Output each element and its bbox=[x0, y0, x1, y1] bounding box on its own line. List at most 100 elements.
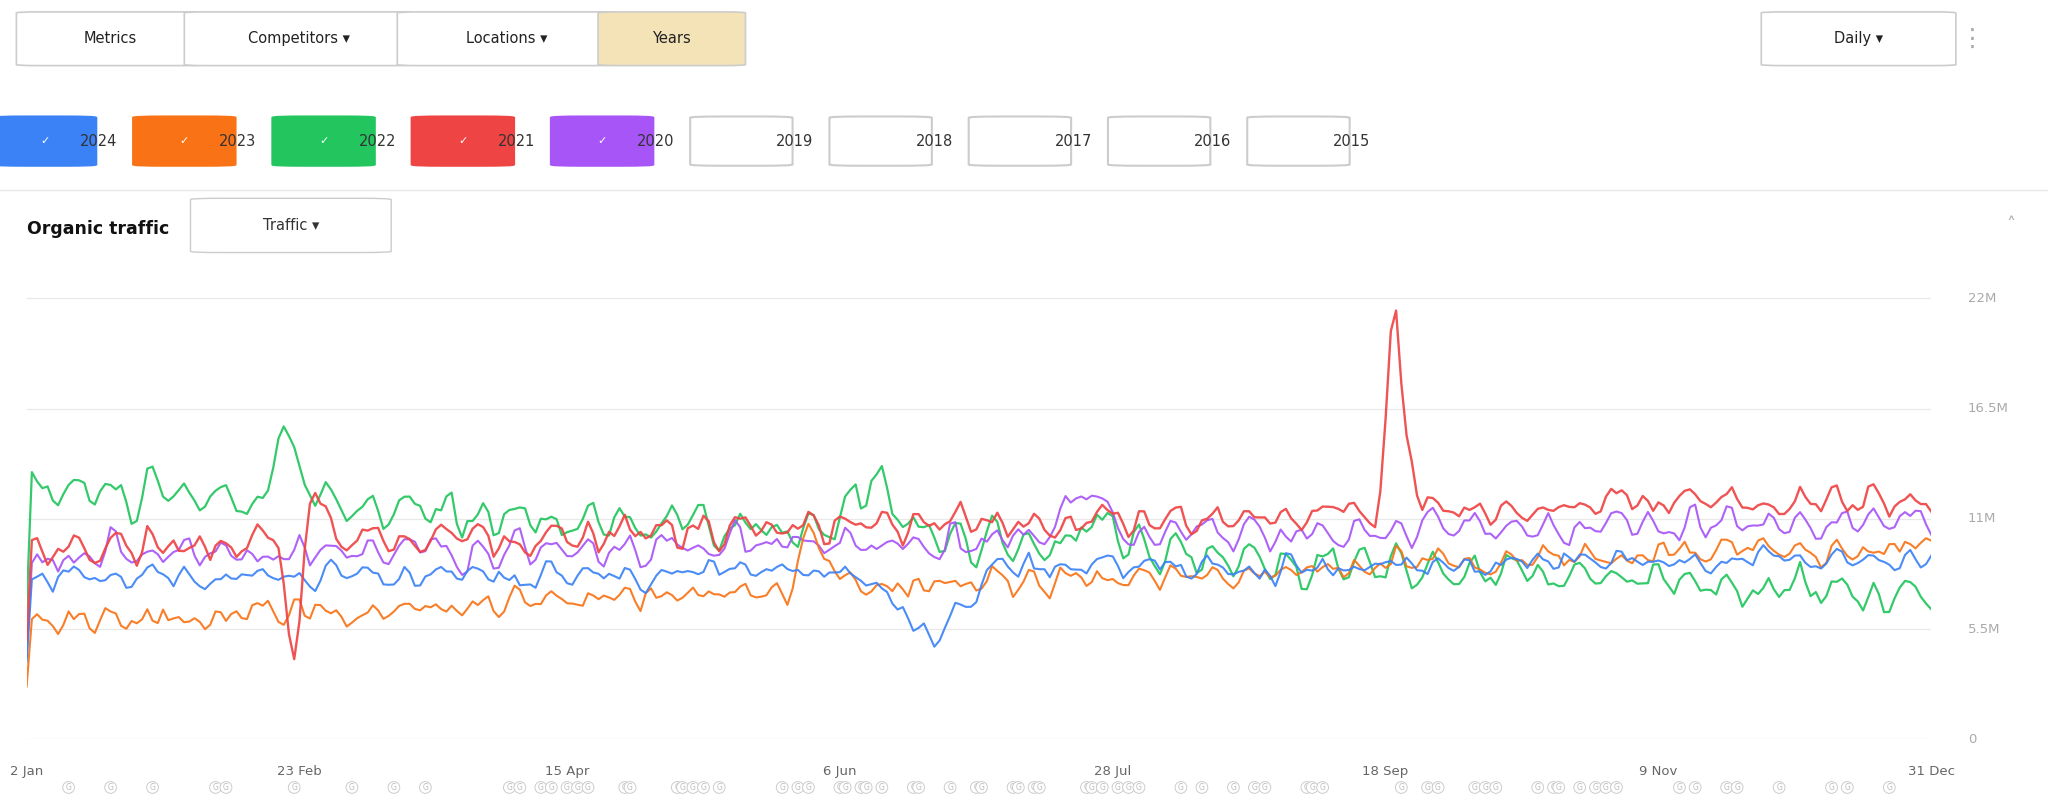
Text: ✓: ✓ bbox=[598, 136, 606, 146]
Text: G: G bbox=[506, 783, 512, 792]
FancyBboxPatch shape bbox=[690, 117, 793, 165]
Text: 2022: 2022 bbox=[358, 134, 395, 149]
FancyBboxPatch shape bbox=[184, 12, 414, 66]
Text: G: G bbox=[1114, 783, 1120, 792]
Text: 22M: 22M bbox=[1968, 292, 1997, 304]
Text: 2016: 2016 bbox=[1194, 134, 1231, 149]
Text: G: G bbox=[1030, 783, 1036, 792]
Text: G: G bbox=[1137, 783, 1143, 792]
Text: G: G bbox=[1614, 783, 1620, 792]
Text: 2017: 2017 bbox=[1055, 134, 1092, 149]
FancyBboxPatch shape bbox=[1247, 117, 1350, 165]
Text: G: G bbox=[422, 783, 428, 792]
Text: ✓: ✓ bbox=[459, 136, 467, 146]
Text: G: G bbox=[291, 783, 297, 792]
Text: 11M: 11M bbox=[1968, 512, 1997, 525]
Text: G: G bbox=[549, 783, 555, 792]
Text: G: G bbox=[1692, 783, 1698, 792]
Text: G: G bbox=[1010, 783, 1016, 792]
Text: ˄: ˄ bbox=[2007, 216, 2015, 235]
Text: G: G bbox=[1845, 783, 1849, 792]
Text: G: G bbox=[674, 783, 680, 792]
Text: G: G bbox=[795, 783, 801, 792]
Text: G: G bbox=[862, 783, 868, 792]
Text: G: G bbox=[1262, 783, 1268, 792]
Text: G: G bbox=[150, 783, 156, 792]
FancyBboxPatch shape bbox=[397, 12, 616, 66]
Text: G: G bbox=[539, 783, 545, 792]
Text: ✓: ✓ bbox=[319, 136, 328, 146]
Text: 18 Sep: 18 Sep bbox=[1362, 766, 1409, 778]
Text: G: G bbox=[1735, 783, 1741, 792]
Text: G: G bbox=[223, 783, 229, 792]
FancyBboxPatch shape bbox=[969, 117, 1071, 165]
Text: G: G bbox=[911, 783, 915, 792]
Text: ✓: ✓ bbox=[180, 136, 188, 146]
Text: G: G bbox=[700, 783, 707, 792]
Text: G: G bbox=[516, 783, 522, 792]
Text: Daily ▾: Daily ▾ bbox=[1835, 31, 1882, 46]
Text: G: G bbox=[838, 783, 844, 792]
Text: G: G bbox=[575, 783, 580, 792]
Text: G: G bbox=[1251, 783, 1257, 792]
Text: G: G bbox=[842, 783, 848, 792]
Text: 2 Jan: 2 Jan bbox=[10, 766, 43, 778]
Text: G: G bbox=[1604, 783, 1610, 792]
Text: G: G bbox=[1319, 783, 1325, 792]
Text: G: G bbox=[623, 783, 629, 792]
Text: G: G bbox=[1083, 783, 1090, 792]
FancyBboxPatch shape bbox=[133, 117, 236, 165]
Text: G: G bbox=[109, 783, 113, 792]
Text: G: G bbox=[979, 783, 985, 792]
Text: 6 Jun: 6 Jun bbox=[823, 766, 856, 778]
Text: G: G bbox=[680, 783, 686, 792]
Text: G: G bbox=[1483, 783, 1489, 792]
Text: G: G bbox=[213, 783, 219, 792]
Text: G: G bbox=[1198, 783, 1204, 792]
Text: G: G bbox=[1829, 783, 1835, 792]
Text: Years: Years bbox=[653, 31, 690, 46]
Text: G: G bbox=[1016, 783, 1022, 792]
Text: ✓: ✓ bbox=[41, 136, 49, 146]
Text: 23 Feb: 23 Feb bbox=[276, 766, 322, 778]
Text: G: G bbox=[879, 783, 885, 792]
Text: 2023: 2023 bbox=[219, 134, 256, 149]
Text: G: G bbox=[1309, 783, 1315, 792]
Text: G: G bbox=[1534, 783, 1540, 792]
Text: Locations ▾: Locations ▾ bbox=[467, 31, 547, 46]
Text: 16.5M: 16.5M bbox=[1968, 402, 2009, 415]
Text: G: G bbox=[805, 783, 811, 792]
Text: G: G bbox=[391, 783, 397, 792]
Text: 2018: 2018 bbox=[915, 134, 952, 149]
Text: Organic traffic: Organic traffic bbox=[27, 219, 168, 238]
Text: G: G bbox=[915, 783, 922, 792]
Text: 2024: 2024 bbox=[80, 134, 117, 149]
Text: G: G bbox=[1436, 783, 1442, 792]
Text: G: G bbox=[717, 783, 723, 792]
Text: Traffic ▾: Traffic ▾ bbox=[262, 218, 319, 233]
Text: 28 Jul: 28 Jul bbox=[1094, 766, 1130, 778]
Text: G: G bbox=[1473, 783, 1479, 792]
FancyBboxPatch shape bbox=[598, 12, 745, 66]
Text: G: G bbox=[563, 783, 569, 792]
Text: G: G bbox=[1724, 783, 1731, 792]
Text: G: G bbox=[778, 783, 784, 792]
Text: G: G bbox=[1100, 783, 1106, 792]
Text: G: G bbox=[690, 783, 696, 792]
Text: 9 Nov: 9 Nov bbox=[1638, 766, 1677, 778]
Text: G: G bbox=[1776, 783, 1782, 792]
Text: ⋮: ⋮ bbox=[1960, 27, 1985, 51]
Text: Metrics: Metrics bbox=[84, 31, 137, 46]
Text: 31 Dec: 31 Dec bbox=[1909, 766, 1954, 778]
Text: G: G bbox=[1493, 783, 1499, 792]
Text: 2015: 2015 bbox=[1333, 134, 1370, 149]
Text: G: G bbox=[1126, 783, 1130, 792]
Text: G: G bbox=[1677, 783, 1681, 792]
Text: Competitors ▾: Competitors ▾ bbox=[248, 31, 350, 46]
Text: G: G bbox=[1090, 783, 1096, 792]
Text: G: G bbox=[1231, 783, 1237, 792]
Text: G: G bbox=[627, 783, 633, 792]
FancyBboxPatch shape bbox=[272, 117, 375, 165]
FancyBboxPatch shape bbox=[829, 117, 932, 165]
Text: G: G bbox=[66, 783, 72, 792]
